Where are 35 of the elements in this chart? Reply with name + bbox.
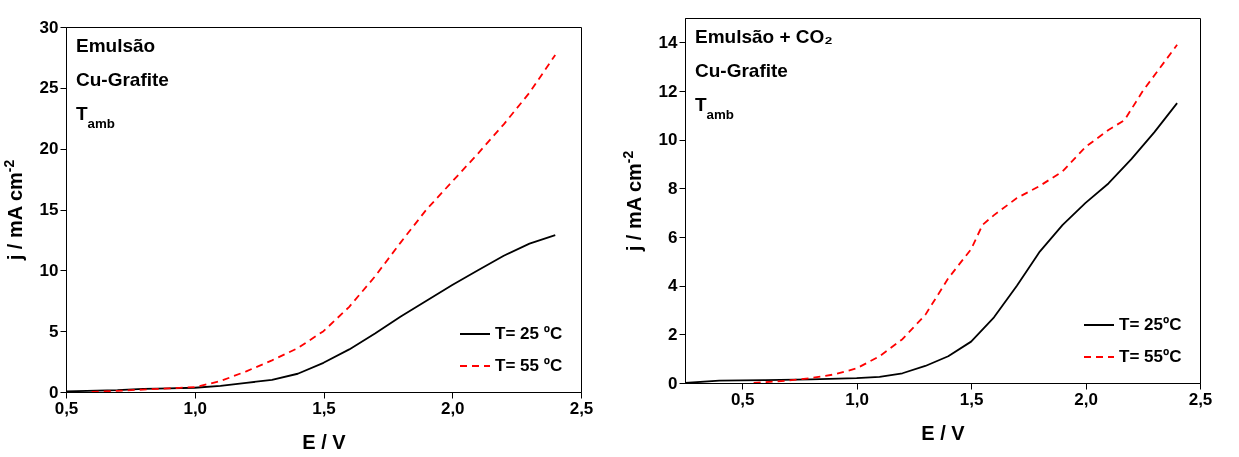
y-tick-label: 0 xyxy=(668,373,678,393)
x-tick-label: 2,5 xyxy=(569,398,594,418)
annotation: Cu-Grafite xyxy=(76,69,169,90)
x-axis-title: E / V xyxy=(302,430,347,453)
y-tick-label: 10 xyxy=(39,260,59,280)
y-tick-label: 6 xyxy=(668,227,678,247)
x-tick-label: 0,5 xyxy=(730,389,755,409)
x-tick-label: 1,5 xyxy=(959,389,984,409)
y-tick-label: 25 xyxy=(39,78,59,98)
annotation: T$_{amb}$ xyxy=(695,94,734,122)
y-tick-label: 10 xyxy=(658,130,678,150)
x-tick-label: 2,0 xyxy=(440,398,465,418)
x-tick-label: 1,0 xyxy=(845,389,869,409)
annotation: T$_{amb}$ xyxy=(76,103,115,131)
legend-label: T= 55 ºC xyxy=(495,356,563,375)
x-tick-label: 2,0 xyxy=(1074,389,1098,409)
annotation: Cu-Grafite xyxy=(695,60,788,81)
annotation: Emulsão xyxy=(76,35,156,56)
y-tick-label: 8 xyxy=(668,178,678,198)
y-tick-label: 5 xyxy=(49,321,59,341)
y-tick-label: 30 xyxy=(39,17,59,37)
x-tick-label: 1,5 xyxy=(312,398,336,418)
x-tick-label: 2,5 xyxy=(1188,389,1213,409)
legend-label: T= 25 ºC xyxy=(495,324,563,343)
y-tick-label: 2 xyxy=(668,324,678,344)
legend-label: T= 25ºC xyxy=(1119,315,1182,334)
y-tick-label: 4 xyxy=(668,276,679,296)
y-tick-label: 20 xyxy=(39,139,59,159)
x-axis-title: E / V xyxy=(921,421,966,444)
x-tick-label: 1,0 xyxy=(183,398,208,418)
y-tick-label: 12 xyxy=(658,81,678,101)
y-tick-label: 14 xyxy=(658,32,679,52)
legend-label: T= 55ºC xyxy=(1119,347,1182,366)
y-tick-label: 15 xyxy=(39,200,59,219)
annotation: Emulsão + CO₂ xyxy=(695,26,833,47)
